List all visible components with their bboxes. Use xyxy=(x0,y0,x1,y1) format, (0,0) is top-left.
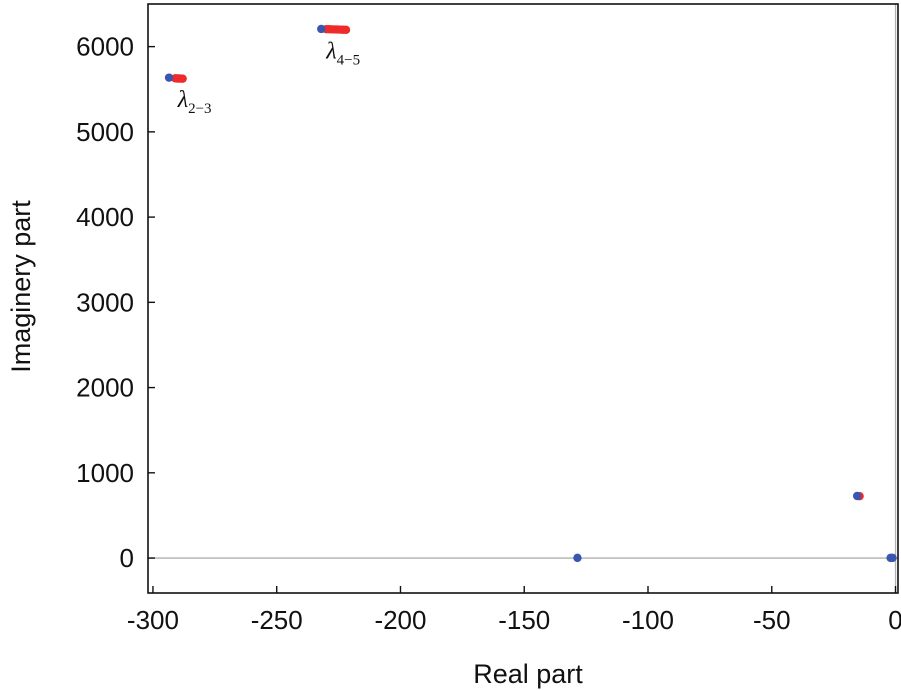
data-point xyxy=(852,491,862,501)
reference-lines xyxy=(148,4,898,593)
x-tick-label: -100 xyxy=(622,605,674,635)
x-tick-label: -50 xyxy=(753,605,791,635)
data-point xyxy=(888,553,897,563)
data-point xyxy=(317,24,326,34)
eigenvalue-label: λ2−3 xyxy=(177,87,212,117)
x-axis-title: Real part xyxy=(473,659,583,689)
y-tick-label: 3000 xyxy=(76,287,134,317)
y-tick-label: 0 xyxy=(120,543,134,573)
data-point xyxy=(164,73,174,82)
y-tick-label: 1000 xyxy=(76,458,134,488)
y-axis-title: Imaginery part xyxy=(6,200,36,373)
axis-ticks: -300 -250 -200 -150 -100 -50 0 0 1000 2000 3000 400… xyxy=(76,32,901,635)
x-tick-label: 0 xyxy=(888,605,901,635)
data-point xyxy=(341,25,351,35)
plot-frame xyxy=(147,3,899,594)
data-points xyxy=(164,24,897,563)
x-tick-label: -250 xyxy=(251,605,303,635)
x-tick-label: -300 xyxy=(127,605,179,635)
y-tick-label: 4000 xyxy=(76,202,134,232)
annotations: λ2−3 λ4−5 xyxy=(177,39,360,118)
y-tick-label: 5000 xyxy=(76,117,134,147)
data-point xyxy=(573,553,582,563)
x-tick-label: -200 xyxy=(374,605,426,635)
data-point xyxy=(178,74,187,83)
y-tick-label: 6000 xyxy=(76,32,134,62)
eigenvalue-label: λ4−5 xyxy=(325,39,360,69)
x-tick-label: -150 xyxy=(498,605,550,635)
y-tick-label: 2000 xyxy=(76,373,134,403)
